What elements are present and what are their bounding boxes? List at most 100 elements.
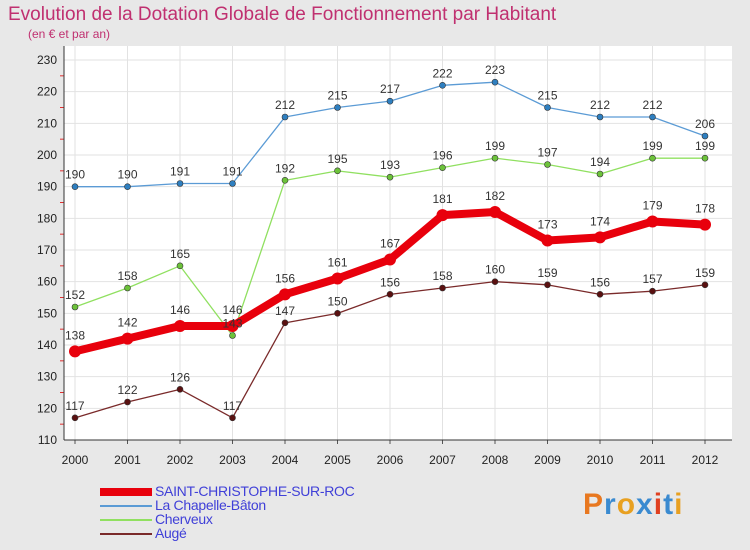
chart-subtitle: (en € et par an) xyxy=(28,27,111,41)
x-tick-label: 2012 xyxy=(692,453,719,467)
x-tick-label: 2010 xyxy=(587,453,614,467)
data-label: 217 xyxy=(380,82,400,96)
data-point xyxy=(176,386,184,393)
data-label: 190 xyxy=(65,168,85,182)
data-label: 215 xyxy=(327,89,347,103)
data-label: 158 xyxy=(117,269,137,283)
x-tick-label: 2009 xyxy=(534,453,561,467)
data-label: 199 xyxy=(642,139,662,153)
data-label: 146 xyxy=(222,303,242,317)
logo-letter: x xyxy=(636,488,654,521)
data-label: 195 xyxy=(327,152,347,166)
data-label: 122 xyxy=(117,383,137,397)
x-tick-label: 2008 xyxy=(482,453,509,467)
data-label: 190 xyxy=(117,168,137,182)
y-tick-label: 180 xyxy=(37,211,57,225)
legend-swatch xyxy=(100,533,152,535)
data-label: 143 xyxy=(222,317,242,331)
data-label: 152 xyxy=(65,288,85,302)
proxiti-logo: Proxiti xyxy=(583,488,683,522)
chart-title: Evolution de la Dotation Globale de Fonc… xyxy=(8,4,557,25)
data-point xyxy=(71,183,79,190)
data-label: 165 xyxy=(170,247,190,261)
data-point xyxy=(436,209,449,222)
logo-letter: r xyxy=(604,488,617,521)
data-label: 191 xyxy=(170,165,190,179)
data-label: 182 xyxy=(485,189,505,203)
data-label: 212 xyxy=(642,98,662,112)
data-point xyxy=(281,319,289,327)
plot-area xyxy=(64,46,732,440)
data-point xyxy=(439,284,446,292)
data-label: 117 xyxy=(65,399,84,413)
data-label: 192 xyxy=(275,161,295,175)
data-point xyxy=(596,113,604,121)
data-label: 194 xyxy=(590,155,610,169)
data-point xyxy=(701,154,709,162)
data-label: 167 xyxy=(380,237,400,251)
data-label: 199 xyxy=(695,139,715,153)
data-point xyxy=(71,414,79,422)
data-point xyxy=(594,231,606,244)
data-label: 178 xyxy=(695,202,715,216)
data-point xyxy=(331,272,344,285)
logo-letter: P xyxy=(583,488,605,521)
logo-letter: o xyxy=(616,488,637,521)
data-label: 215 xyxy=(537,89,557,103)
data-point xyxy=(489,206,501,218)
data-point xyxy=(176,180,184,187)
data-point xyxy=(334,167,341,175)
data-label: 159 xyxy=(695,266,715,280)
data-point xyxy=(229,414,236,422)
legend-swatch xyxy=(100,505,152,507)
data-label: 174 xyxy=(590,214,610,228)
data-point xyxy=(124,398,131,406)
y-tick-label: 220 xyxy=(37,85,57,99)
data-label: 142 xyxy=(117,316,137,330)
data-point xyxy=(386,173,394,181)
data-label: 156 xyxy=(275,271,295,285)
data-point xyxy=(491,154,499,162)
data-label: 161 xyxy=(327,256,347,270)
data-point xyxy=(174,320,186,332)
legend-label: Augé xyxy=(155,525,187,541)
logo-letter: i xyxy=(674,488,684,521)
data-label: 150 xyxy=(327,294,347,308)
data-label: 156 xyxy=(590,275,610,289)
data-label: 196 xyxy=(432,149,452,163)
data-point xyxy=(71,303,79,311)
legend-label: SAINT-CHRISTOPHE-SUR-ROC xyxy=(155,483,355,499)
x-tick-label: 2011 xyxy=(640,453,666,467)
data-point xyxy=(646,215,659,228)
data-label: 223 xyxy=(485,63,505,77)
data-point xyxy=(176,262,184,270)
line-chart: 110 120 130 140 150 160 170 180 190 200 210 220 230 2… xyxy=(37,46,732,467)
y-tick-label: 170 xyxy=(37,243,57,257)
x-tick-label: 2001 xyxy=(114,453,141,467)
data-point xyxy=(544,104,551,111)
data-point xyxy=(701,281,709,289)
data-label: 199 xyxy=(485,139,505,153)
data-label: 181 xyxy=(432,192,452,206)
data-point xyxy=(279,288,291,301)
data-label: 156 xyxy=(380,275,400,289)
data-label: 146 xyxy=(170,303,190,317)
y-tick-label: 200 xyxy=(37,148,57,162)
data-point xyxy=(281,113,289,121)
y-tick-label: 110 xyxy=(38,433,57,447)
legend-swatch xyxy=(100,488,152,496)
data-point xyxy=(229,180,236,187)
data-point xyxy=(386,291,394,298)
x-tick-label: 2005 xyxy=(324,453,351,467)
data-point xyxy=(491,278,499,285)
data-point xyxy=(69,345,81,358)
data-point xyxy=(334,310,341,317)
data-label: 117 xyxy=(223,399,242,413)
x-tick-label: 2003 xyxy=(219,453,246,467)
x-tick-label: 2004 xyxy=(272,453,299,467)
data-point xyxy=(491,78,499,86)
data-point xyxy=(649,287,656,295)
data-label: 157 xyxy=(642,272,662,286)
data-point xyxy=(701,132,709,140)
